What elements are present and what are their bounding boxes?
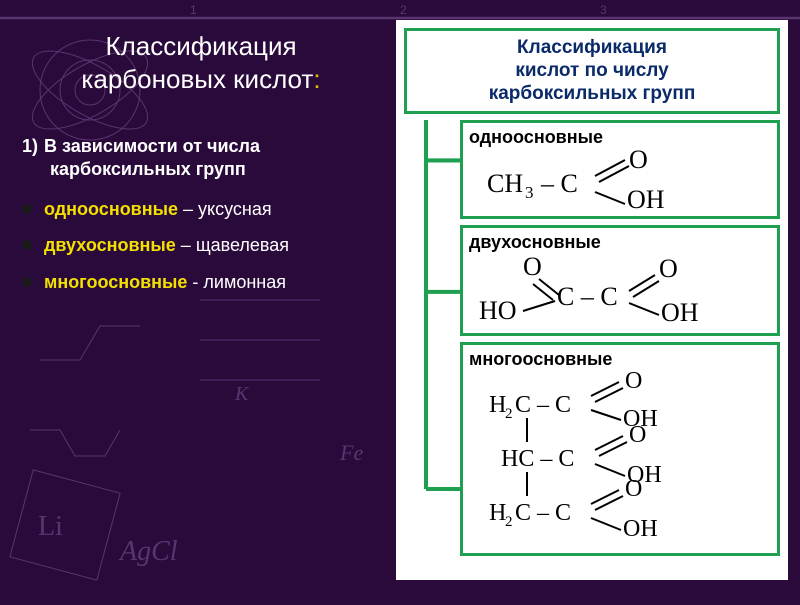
svg-text:HC – C: HC – C (501, 446, 574, 472)
point-line-1: В зависимости от числа (44, 136, 260, 156)
bullet-dash: – (176, 235, 196, 255)
classification-diagram: Классификация кислот по числу карбоксиль… (396, 20, 788, 580)
svg-text:2: 2 (505, 514, 513, 530)
tree-connectors (404, 120, 460, 585)
bullet-term: одноосновные (44, 199, 178, 219)
formula-citric-acid: H2C – C O OH HC – C (469, 372, 771, 547)
bullet-term: двухосновные (44, 235, 176, 255)
svg-text:O: O (625, 476, 642, 502)
bullet-example: лимонная (203, 272, 286, 292)
svg-text:OH: OH (627, 185, 665, 210)
svg-text:– C: – C (540, 169, 578, 198)
svg-text:HO: HO (479, 296, 517, 325)
svg-text:C – C: C – C (515, 500, 571, 526)
svg-text:3: 3 (525, 183, 534, 202)
box-label: многоосновные (469, 349, 771, 370)
title-colon: : (313, 64, 320, 94)
diagram-header-l3: карбоксильных групп (489, 83, 696, 104)
diagram-box-polybasic: многоосновные H2C – C O O (460, 342, 780, 556)
svg-text:O: O (625, 372, 642, 394)
formula-acetic-acid: CH3 – C O OH (469, 150, 771, 210)
svg-text:O: O (659, 255, 678, 283)
formula-oxalic-acid: O HO C – C O O (469, 255, 771, 327)
svg-text:OH: OH (623, 516, 658, 542)
classification-criterion: 1)В зависимости от числа карбоксильных г… (16, 135, 386, 182)
bullet-text: одноосновные – уксусная (44, 198, 272, 221)
svg-text:O: O (629, 150, 648, 174)
svg-text:CH: CH (487, 169, 523, 198)
svg-text:2: 2 (505, 406, 513, 422)
title-line-2: карбоновых кислот (81, 64, 313, 94)
svg-text:H: H (489, 392, 506, 418)
bullet-dot-icon (22, 240, 32, 250)
bullet-example: щавелевая (196, 235, 289, 255)
diagram-header-l2: кислот по числу (515, 60, 668, 81)
bullet-dot-icon (22, 204, 32, 214)
bullet-text: многоосновные - лимонная (44, 271, 286, 294)
box-label: одноосновные (469, 127, 771, 148)
bullet-text: двухосновные – щавелевая (44, 234, 289, 257)
bullet-dot-icon (22, 277, 32, 287)
svg-text:C – C: C – C (557, 282, 618, 311)
svg-text:O: O (629, 422, 646, 448)
bullet-item: одноосновные – уксусная (16, 198, 386, 221)
title-line-1: Классификация (105, 31, 296, 61)
svg-text:H: H (489, 500, 506, 526)
slide-title: Классификация карбоновых кислот: (16, 30, 386, 95)
diagram-box-monobasic: одноосновные CH3 – C O OH (460, 120, 780, 219)
bullet-example: уксусная (198, 199, 272, 219)
box-label: двухосновные (469, 232, 771, 253)
bullet-term: многоосновные (44, 272, 187, 292)
bullet-dash: - (187, 272, 203, 292)
svg-text:O: O (523, 255, 542, 281)
point-number: 1) (22, 135, 44, 158)
diagram-header: Классификация кислот по числу карбоксиль… (404, 28, 780, 114)
bullet-dash: – (178, 199, 198, 219)
point-line-2: карбоксильных групп (22, 158, 386, 181)
diagram-box-dibasic: двухосновные O HO C – C (460, 225, 780, 336)
svg-text:C – C: C – C (515, 392, 571, 418)
svg-text:OH: OH (661, 298, 699, 327)
bullet-item: многоосновные - лимонная (16, 271, 386, 294)
diagram-header-l1: Классификация (517, 37, 667, 58)
bullet-item: двухосновные – щавелевая (16, 234, 386, 257)
